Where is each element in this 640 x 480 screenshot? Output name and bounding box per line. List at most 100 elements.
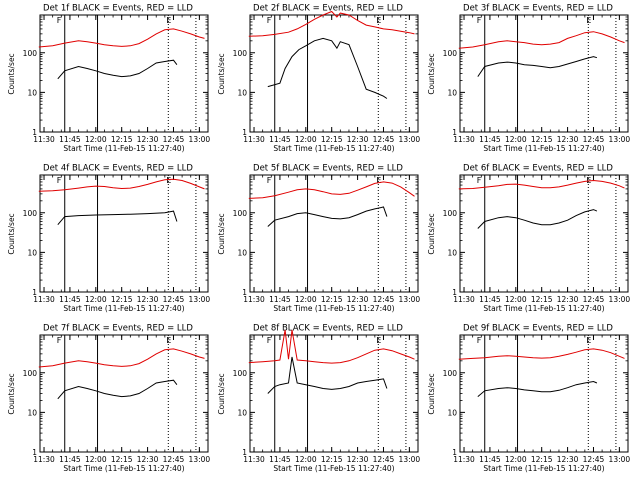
x-axis-title: Start Time (11-Feb-15 11:27:40) (63, 304, 184, 313)
y-tick-label: 1 (242, 288, 247, 297)
x-tick-label: 12:30 (347, 295, 369, 304)
x-tick-label: 11:30 (243, 455, 265, 464)
panel-det-2: Det 2f BLACK = Events, RED = LLD 1 10 100 11… (217, 4, 420, 154)
y-tick-label: 10 (27, 248, 37, 257)
y-tick-label: 10 (447, 248, 457, 257)
x-tick-label: 12:30 (137, 295, 159, 304)
y-tick-label: 100 (443, 49, 458, 58)
x-tick-label: 12:00 (505, 455, 527, 464)
x-axis-title: Start Time (11-Feb-15 11:27:40) (273, 144, 394, 153)
y-tick-label: 1 (452, 288, 457, 297)
x-axis-title: Start Time (11-Feb-15 11:27:40) (273, 304, 394, 313)
y-tick-label: 100 (23, 209, 38, 218)
marker-label-e: E (166, 176, 171, 185)
x-tick-label: 13:00 (189, 295, 211, 304)
marker-label-f: F (477, 16, 482, 25)
x-tick-label: 11:30 (453, 135, 475, 144)
y-axis-title: Counts/sec (7, 53, 16, 94)
x-tick-label: 12:30 (557, 295, 579, 304)
panel-det-9: Det 9f BLACK = Events, RED = LLD 1 10 100 11… (427, 324, 630, 474)
marker-label-f: F (267, 336, 272, 345)
x-tick-label: 13:00 (609, 455, 631, 464)
y-tick-label: 1 (242, 128, 247, 137)
x-tick-label: 12:30 (137, 455, 159, 464)
x-tick-label: 12:15 (531, 295, 553, 304)
y-tick-label: 100 (443, 209, 458, 218)
x-tick-label: 12:00 (85, 455, 107, 464)
panel-det-5: Det 5f BLACK = Events, RED = LLD 1 10 100 11… (217, 164, 420, 314)
x-tick-label: 11:45 (269, 455, 291, 464)
x-tick-label: 12:00 (295, 455, 317, 464)
y-tick-label: 100 (233, 209, 248, 218)
panels-group: Det 1f BLACK = Events, RED = LLD11010011… (7, 4, 630, 474)
x-tick-label: 13:00 (609, 295, 631, 304)
y-tick-label: 1 (32, 288, 37, 297)
x-tick-label: 11:30 (453, 295, 475, 304)
x-tick-label: 12:45 (583, 135, 605, 144)
series-line-lld (458, 348, 625, 360)
x-tick-label: 11:30 (243, 295, 265, 304)
y-tick-label: 1 (32, 128, 37, 137)
y-tick-label: 100 (233, 49, 248, 58)
marker-label-f: F (267, 16, 272, 25)
marker-label-e: E (376, 16, 381, 25)
y-axis-title: Counts/sec (7, 373, 16, 414)
marker-label-f: F (267, 176, 272, 185)
panel-title: Det 8f BLACK = Events, RED = LLD (253, 324, 403, 334)
x-tick-label: 12:45 (163, 135, 185, 144)
marker-label-e: E (166, 16, 171, 25)
panel-title: Det 7f BLACK = Events, RED = LLD (43, 324, 193, 334)
panel-title: Det 2f BLACK = Events, RED = LLD (253, 4, 403, 14)
series-line-lld (458, 179, 625, 190)
y-tick-label: 1 (242, 448, 247, 457)
y-axis-title: Counts/sec (427, 373, 436, 414)
x-tick-label: 12:15 (321, 135, 343, 144)
series-line-events (57, 59, 178, 80)
y-tick-label: 100 (233, 369, 248, 378)
panel-det-7: Det 7f BLACK = Events, RED = LLD 1 10 100 11… (7, 324, 210, 474)
marker-label-e: E (166, 336, 171, 345)
series-line-lld (248, 181, 415, 199)
x-tick-label: 12:15 (111, 455, 133, 464)
x-axis-title: Start Time (11-Feb-15 11:27:40) (483, 464, 604, 473)
x-tick-label: 11:30 (33, 135, 55, 144)
x-tick-label: 11:30 (243, 135, 265, 144)
x-axis-title: Start Time (11-Feb-15 11:27:40) (483, 144, 604, 153)
x-tick-label: 13:00 (189, 135, 211, 144)
marker-label-e: E (586, 336, 591, 345)
y-tick-label: 10 (237, 248, 247, 257)
y-tick-label: 1 (32, 448, 37, 457)
y-tick-label: 1 (452, 128, 457, 137)
panel-det-4: Det 4f BLACK = Events, RED = LLD 1 10 100 11… (7, 164, 210, 314)
x-tick-label: 12:00 (85, 135, 107, 144)
y-tick-label: 10 (237, 88, 247, 97)
marker-label-f: F (477, 336, 482, 345)
x-tick-label: 11:45 (479, 135, 501, 144)
y-axis-title: Counts/sec (7, 213, 16, 254)
x-tick-label: 13:00 (609, 135, 631, 144)
x-tick-label: 11:30 (33, 295, 55, 304)
series-line-events (57, 379, 178, 400)
x-tick-label: 12:00 (505, 295, 527, 304)
series-line-events (57, 210, 178, 226)
series-line-lld (38, 28, 205, 48)
x-tick-label: 12:15 (111, 135, 133, 144)
panel-det-6: Det 6f BLACK = Events, RED = LLD 1 10 100 11… (427, 164, 630, 314)
x-tick-label: 12:30 (137, 135, 159, 144)
y-axis-title: Counts/sec (217, 53, 226, 94)
panel-det-1: Det 1f BLACK = Events, RED = LLD 1 10 100 11… (7, 4, 210, 154)
x-tick-label: 12:00 (85, 295, 107, 304)
x-axis-title: Start Time (11-Feb-15 11:27:40) (483, 304, 604, 313)
panel-title: Det 6f BLACK = Events, RED = LLD (463, 164, 613, 174)
x-tick-label: 12:00 (295, 135, 317, 144)
x-tick-label: 12:45 (583, 295, 605, 304)
series-line-events (267, 37, 388, 99)
x-tick-label: 11:45 (479, 455, 501, 464)
y-tick-label: 100 (23, 369, 38, 378)
marker-label-e: E (376, 336, 381, 345)
y-tick-label: 10 (27, 88, 37, 97)
series-line-lld (458, 31, 625, 49)
x-tick-label: 13:00 (399, 455, 421, 464)
